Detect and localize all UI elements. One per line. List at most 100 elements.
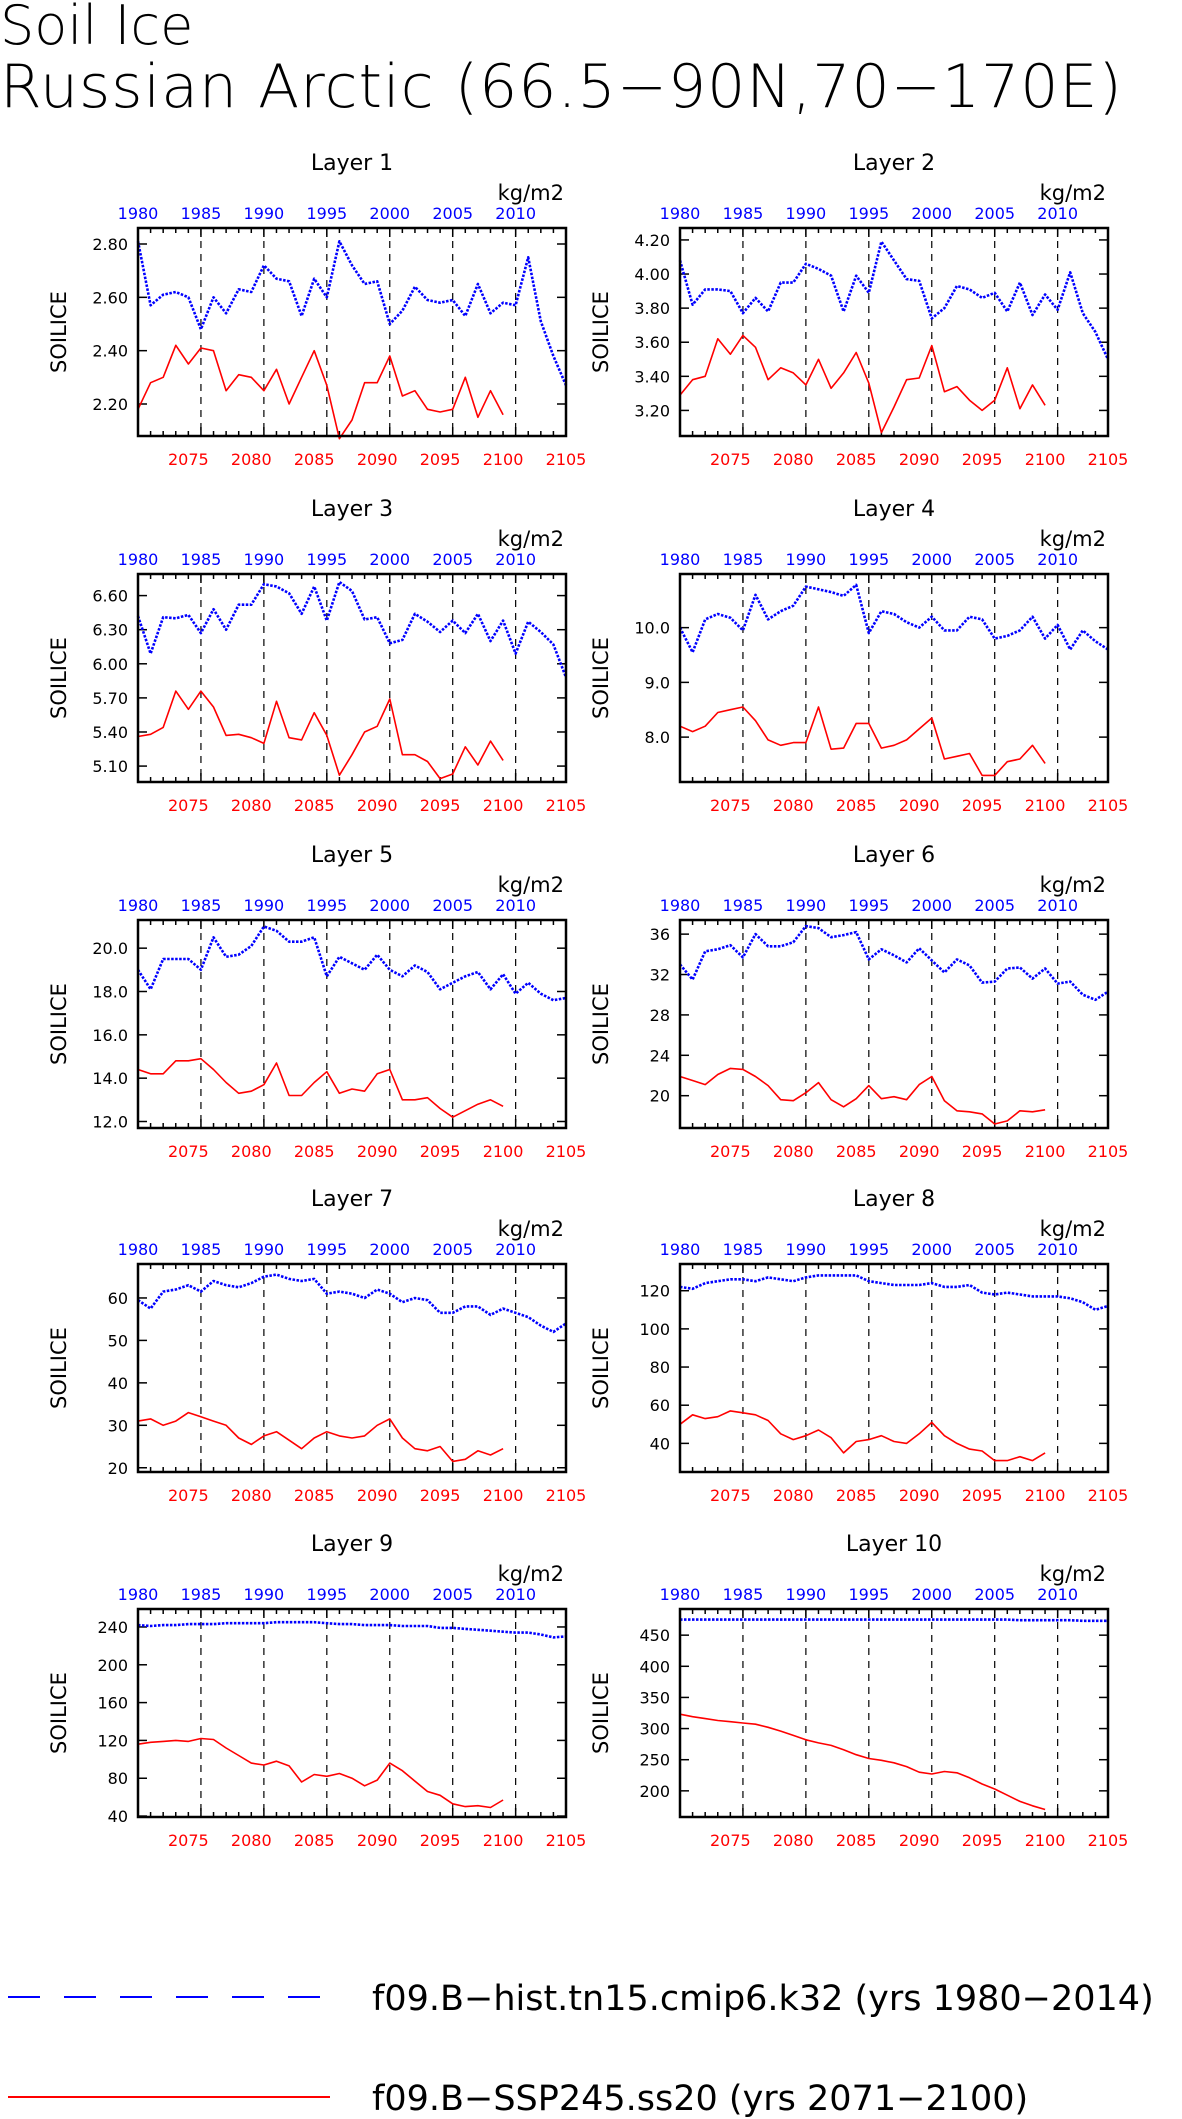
units-label: kg/m2 [498,527,564,551]
plot-frame [136,572,568,784]
units-label: kg/m2 [498,1217,564,1241]
hist-series-line [137,1273,567,1334]
chart-panel: Layer 4 kg/m2 SOILICE 1980 1985 1990 1995 2000 2… [589,497,1128,815]
bottom-tick-label: 2090 [899,1831,940,1850]
bottom-tick-label: 2090 [357,796,398,815]
y-tick-label: 160 [97,1694,128,1713]
bottom-tick-label: 2095 [962,796,1003,815]
bottom-tick-label: 2075 [168,1142,209,1161]
y-tick-label: 200 [639,1782,670,1801]
top-tick-label: 1985 [723,1585,764,1604]
top-tick-label: 1980 [660,550,701,569]
top-tick-label: 2000 [911,204,952,223]
bottom-tick-label: 2095 [962,1142,1003,1161]
bottom-tick-label: 2105 [546,796,587,815]
ssp-series-line [137,344,504,440]
top-tick-label: 1985 [723,896,764,915]
top-tick-label: 2005 [432,204,473,223]
bottom-tick-label: 2100 [1025,1486,1066,1505]
y-tick-label: 400 [639,1657,670,1676]
chart-panel: Layer 6 kg/m2 SOILICE 1980 1985 1990 1995 2000 2… [589,843,1128,1161]
bottom-tick-label: 2095 [962,450,1003,469]
top-tick-label: 2005 [432,896,473,915]
plot-frame [678,918,1110,1130]
bottom-tick-label: 2105 [546,1142,587,1161]
bottom-tick-label: 2085 [836,450,877,469]
top-tick-label: 2000 [911,896,952,915]
units-label: kg/m2 [498,1562,564,1586]
top-tick-label: 2005 [432,1240,473,1259]
y-tick-label: 3.20 [634,401,670,420]
bottom-tick-label: 2095 [962,1831,1003,1850]
bottom-tick-label: 2080 [231,1831,272,1850]
y-tick-label: 6.00 [92,655,128,674]
bottom-tick-label: 2085 [836,1486,877,1505]
panel-title: Layer 1 [311,151,393,176]
bottom-tick-label: 2105 [546,450,587,469]
bottom-tick-label: 2100 [1025,796,1066,815]
y-tick-label: 8.0 [645,728,670,747]
bottom-tick-label: 2095 [420,796,461,815]
chart-panel: Layer 7 kg/m2 SOILICE 1980 1985 1990 1995 2000 2… [47,1187,586,1505]
units-label: kg/m2 [1040,1217,1106,1241]
bottom-tick-label: 2090 [357,1142,398,1161]
units-label: kg/m2 [1040,1562,1106,1586]
y-axis-label: SOILICE [47,637,71,719]
bottom-tick-label: 2075 [710,796,751,815]
top-tick-label: 2010 [1037,1240,1078,1259]
panel-title: Layer 3 [311,497,393,522]
top-tick-label: 1990 [786,896,827,915]
top-tick-label: 2000 [911,550,952,569]
top-tick-label: 1980 [118,1585,159,1604]
y-tick-label: 20.0 [92,939,128,958]
bottom-tick-label: 2095 [420,1142,461,1161]
y-tick-label: 200 [97,1656,128,1675]
bottom-tick-label: 2095 [420,450,461,469]
top-tick-label: 2010 [1037,204,1078,223]
top-tick-label: 1995 [848,204,889,223]
top-tick-label: 1995 [306,1585,347,1604]
panel-title: Layer 2 [853,151,935,176]
top-tick-label: 2005 [432,1585,473,1604]
units-label: kg/m2 [1040,527,1106,551]
top-tick-label: 2010 [495,896,536,915]
y-tick-label: 3.40 [634,367,670,386]
top-tick-label: 2005 [974,1585,1015,1604]
top-tick-label: 1980 [660,1585,701,1604]
chart-panel: Layer 9 kg/m2 SOILICE 1980 1985 1990 1995 2000 2… [47,1532,586,1850]
panel-title: Layer 6 [853,843,935,868]
top-tick-label: 2010 [1037,896,1078,915]
top-tick-label: 1980 [118,896,159,915]
plot-frame [136,1607,568,1819]
y-tick-label: 5.40 [92,723,128,742]
legend-ssp-label: f09.B−SSP245.ss20 (yrs 2071−2100) [372,2079,1028,2119]
bottom-tick-label: 2085 [294,1142,335,1161]
y-tick-label: 80 [108,1769,128,1788]
top-tick-label: 1990 [244,896,285,915]
top-tick-label: 1990 [244,550,285,569]
hist-series-line [680,1618,1108,1623]
y-tick-label: 40 [108,1374,128,1393]
top-tick-label: 1990 [786,204,827,223]
top-tick-label: 1990 [244,204,285,223]
bottom-tick-label: 2080 [773,1831,814,1850]
top-tick-label: 1985 [181,204,222,223]
y-tick-label: 450 [639,1626,670,1645]
bottom-tick-label: 2105 [1088,1831,1129,1850]
y-axis-label: SOILICE [589,291,613,373]
bottom-tick-label: 2080 [231,450,272,469]
plot-frame [136,226,568,438]
y-tick-label: 240 [97,1618,128,1637]
chart-panel: Layer 5 kg/m2 SOILICE 1980 1985 1990 1995 2000 2… [47,843,586,1161]
y-tick-label: 5.10 [92,757,128,776]
top-tick-label: 1985 [181,1240,222,1259]
y-tick-label: 14.0 [92,1069,128,1088]
hist-series-line [678,240,1110,360]
hist-series-line [678,583,1109,654]
y-tick-label: 32 [650,966,670,985]
top-tick-label: 1980 [660,204,701,223]
bottom-tick-label: 2090 [899,1486,940,1505]
hist-series-line [679,1274,1109,1312]
bottom-tick-label: 2105 [1088,1142,1129,1161]
bottom-tick-label: 2090 [357,1486,398,1505]
